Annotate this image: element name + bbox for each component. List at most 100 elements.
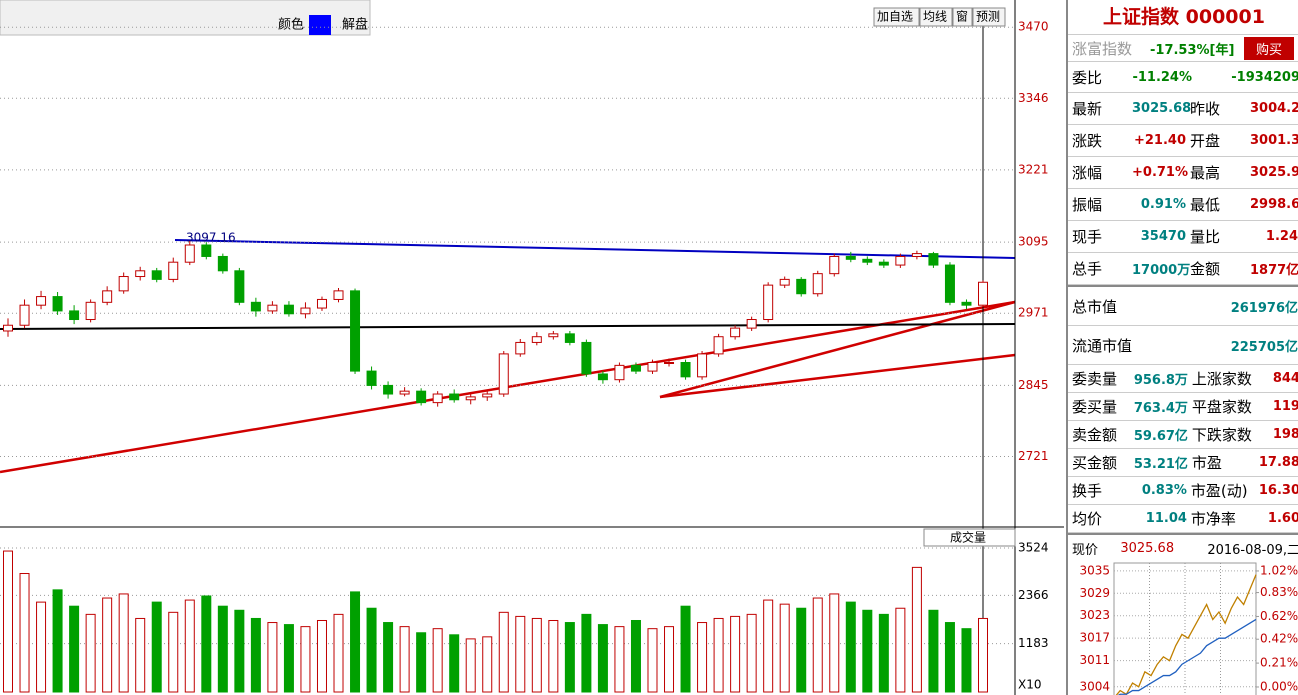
- y2-tick-label: 0.00%: [1260, 679, 1298, 693]
- row: 振幅 0.91% 最低 2998.68: [1068, 189, 1298, 221]
- volume-selector[interactable]: [923, 528, 1016, 547]
- candle-body: [796, 278, 807, 295]
- toolbar-button-label[interactable]: 均线: [923, 10, 947, 24]
- y-tick-label: 2721: [1018, 449, 1049, 463]
- candle-body: [548, 333, 559, 338]
- candle-body: [647, 362, 658, 372]
- label: 涨跌: [1072, 132, 1103, 150]
- mini-header: 现价 3025.68 2016-08-09,二: [1068, 533, 1298, 561]
- quote-title: 上证指数 000001: [1068, 0, 1298, 35]
- volume-bar: [779, 603, 790, 693]
- candle-body: [862, 258, 873, 263]
- label: 振幅: [1072, 196, 1103, 214]
- label: 买金额: [1072, 454, 1118, 472]
- value: 1.24: [1265, 229, 1298, 244]
- value: 1.60: [1267, 511, 1298, 526]
- price: 3025.68: [1120, 540, 1175, 556]
- label: 卖金额: [1072, 426, 1118, 444]
- price-label: 现价: [1072, 542, 1099, 558]
- candle-body: [69, 310, 80, 321]
- y2-tick-label: 0.21%: [1260, 656, 1298, 670]
- volume-label[interactable]: 成交量: [950, 530, 986, 545]
- volume-bar: [432, 628, 443, 693]
- y-tick-label: 2971: [1018, 306, 1049, 320]
- row: 总手 17000万 金额 1877亿: [1068, 253, 1298, 285]
- toolbar: [0, 0, 371, 36]
- candle-body: [911, 253, 922, 257]
- candle-body: [416, 390, 427, 404]
- volume-bar: [878, 613, 889, 693]
- intraday-chart: 3035 3029 3023 3017 3011 3004 1.02% 0.83% 0.62% 0…: [1079, 562, 1298, 695]
- volume-bar: [383, 622, 394, 693]
- toolbar-button[interactable]: [972, 7, 1006, 27]
- toolbar-button-label[interactable]: 加自选: [877, 10, 913, 24]
- label: 平盘家数: [1191, 398, 1252, 416]
- y2-tick-label: 0.62%: [1260, 609, 1298, 623]
- volume-bar: [895, 607, 906, 693]
- color-swatch[interactable]: [309, 15, 331, 35]
- kline-chart: 颜色 解盘 3097.16 成交量 X10 加自选 均线窗预测 3470 3346 32…: [0, 0, 1064, 695]
- candle-body: [763, 284, 774, 321]
- candle-body: [366, 370, 377, 386]
- intraday-line: [1115, 574, 1257, 695]
- candle-body: [52, 296, 63, 312]
- label: 开盘: [1190, 132, 1221, 150]
- volume-bar: [449, 634, 460, 693]
- candle-body: [597, 373, 608, 381]
- candle-body: [201, 244, 212, 257]
- row: 总市值 261976亿: [1068, 285, 1298, 326]
- candle-body: [432, 393, 443, 404]
- y-tick-label: 3011: [1079, 653, 1110, 667]
- trend-line: [659, 300, 1016, 399]
- ratio-value: -1934209: [1231, 69, 1298, 85]
- y-tick-label: 2366: [1018, 588, 1049, 602]
- label: 现手: [1072, 228, 1103, 246]
- volume-bar: [647, 628, 658, 693]
- y-tick-label: 3004: [1079, 679, 1110, 693]
- value: 16.30: [1258, 483, 1298, 498]
- trend-line: [659, 353, 1016, 399]
- color-label[interactable]: 颜色: [278, 17, 304, 33]
- volume-bar: [135, 617, 146, 693]
- volume-bar: [845, 601, 856, 693]
- volume-bar: [184, 599, 195, 693]
- ratio-label: 委比: [1072, 68, 1103, 87]
- row: 均价 11.04 市净率 1.60: [1068, 505, 1298, 533]
- intraday-line: [1117, 618, 1257, 695]
- volume-bar: [416, 632, 427, 693]
- candle-body: [978, 281, 988, 306]
- candle-body: [730, 327, 741, 338]
- volume-bar: [564, 622, 575, 693]
- buy-button[interactable]: 购买: [1244, 36, 1295, 60]
- volume-bar: [713, 617, 724, 693]
- value: 198: [1272, 427, 1298, 442]
- value: +21.40: [1133, 133, 1186, 148]
- label: 量比: [1190, 228, 1221, 246]
- volume-bar: [201, 595, 212, 693]
- analysis-label[interactable]: 解盘: [342, 17, 368, 33]
- candle-body: [168, 261, 179, 280]
- label: 市盈(动): [1190, 482, 1248, 500]
- volume-bar: [465, 638, 476, 693]
- toolbar-button-label[interactable]: 窗: [956, 10, 968, 24]
- volume-bar: [614, 626, 625, 693]
- toolbar-button[interactable]: [919, 7, 953, 27]
- value: 3004.28: [1250, 101, 1298, 116]
- toolbar-button[interactable]: [952, 7, 973, 27]
- volume-bar: [52, 589, 63, 693]
- volume-bar: [482, 636, 493, 693]
- candle-body: [333, 290, 344, 300]
- volume-bar: [399, 626, 410, 693]
- toolbar-button-label[interactable]: 预测: [976, 10, 1000, 24]
- toolbar-button[interactable]: [873, 7, 920, 27]
- candle-body: [267, 304, 278, 312]
- volume-bar: [234, 609, 245, 693]
- row: 涨幅 +0.71%最高 3025.91: [1068, 157, 1298, 189]
- volume-bar: [548, 619, 559, 693]
- label: 市盈: [1191, 454, 1222, 472]
- row: 委比 -11.24% -1934209: [1068, 62, 1298, 93]
- row: 涨跌 +21.40 开盘 3001.31: [1068, 125, 1298, 157]
- volume-bar: [763, 599, 774, 693]
